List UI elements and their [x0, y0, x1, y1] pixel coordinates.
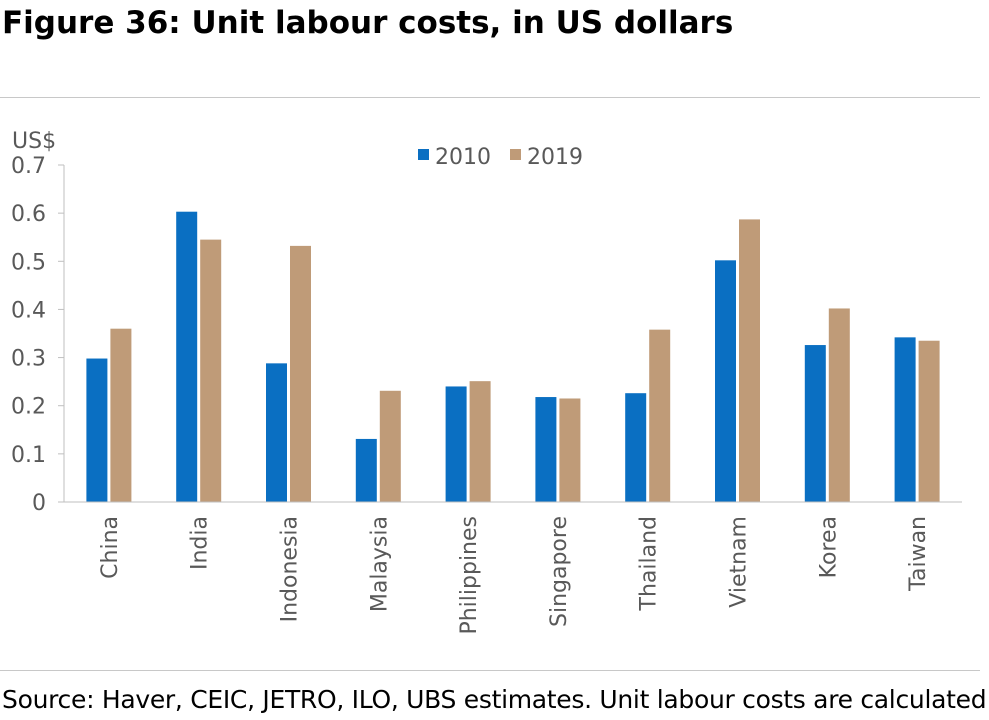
bar-2010-philippines — [445, 386, 467, 502]
bottom-divider — [0, 670, 980, 671]
chart-legend: 2010 2019 — [418, 145, 583, 170]
x-tick-label: Taiwan — [906, 516, 931, 592]
bar-2019-philippines — [469, 381, 491, 502]
bar-2019-indonesia — [290, 245, 311, 502]
bar-2010-china — [86, 358, 108, 502]
x-tick-label: Indonesia — [278, 516, 303, 622]
x-tick-label: Philippines — [457, 516, 482, 635]
y-axis: 0 0.1 0.2 0.3 0.4 0.5 0.6 0.7 — [11, 154, 65, 516]
bar-2019-singapore — [559, 398, 581, 502]
bar-2010-korea — [804, 345, 826, 502]
bar-2010-thailand — [625, 393, 647, 502]
y-tick-label: 0.1 — [11, 443, 46, 468]
y-tick-label: 0.3 — [11, 347, 46, 372]
x-tick-label: Korea — [816, 516, 841, 578]
x-axis-labels: China India Indonesia Malaysia Philippines Si… — [98, 516, 931, 635]
y-axis-label: US$ — [12, 129, 56, 154]
bar-2010-singapore — [535, 397, 557, 502]
legend-label-2019: 2019 — [527, 145, 583, 170]
legend-swatch-2010 — [418, 149, 429, 160]
bar-chart: US$ 2010 2019 0 0.1 0.2 0.3 0.4 0.5 0.6 0.7 Chin… — [11, 129, 962, 635]
bar-group — [86, 211, 940, 502]
bar-2010-malaysia — [355, 438, 377, 502]
bar-2019-vietnam — [739, 219, 760, 502]
x-tick-label: Singapore — [547, 516, 572, 627]
x-tick-label: China — [98, 516, 123, 579]
bar-2010-vietnam — [715, 260, 736, 502]
y-tick-label: 0 — [32, 491, 46, 516]
x-tick-label: Malaysia — [367, 516, 392, 612]
figure-title: Figure 36: Unit labour costs, in US doll… — [2, 5, 734, 41]
bar-2019-korea — [828, 308, 850, 502]
x-tick-label: India — [188, 516, 213, 570]
bar-2010-india — [176, 211, 198, 502]
top-divider — [0, 97, 980, 98]
bar-2019-taiwan — [918, 340, 940, 502]
bar-2019-india — [200, 239, 222, 502]
y-tick-label: 0.6 — [11, 202, 46, 227]
y-tick-label: 0.5 — [11, 250, 46, 275]
y-tick-label: 0.4 — [11, 298, 46, 323]
y-tick-label: 0.7 — [11, 154, 46, 179]
x-tick-label: Vietnam — [727, 516, 752, 608]
bar-2010-indonesia — [266, 363, 287, 502]
x-tick-label: Thailand — [637, 516, 662, 611]
legend-swatch-2019 — [510, 149, 521, 160]
bar-2019-china — [110, 328, 132, 502]
y-tick-label: 0.2 — [11, 395, 46, 420]
source-note: Source: Haver, CEIC, JETRO, ILO, UBS est… — [2, 685, 989, 714]
bar-2019-thailand — [649, 329, 671, 502]
bar-2010-taiwan — [894, 337, 916, 502]
bar-2019-malaysia — [379, 390, 401, 502]
legend-label-2010: 2010 — [435, 145, 491, 170]
